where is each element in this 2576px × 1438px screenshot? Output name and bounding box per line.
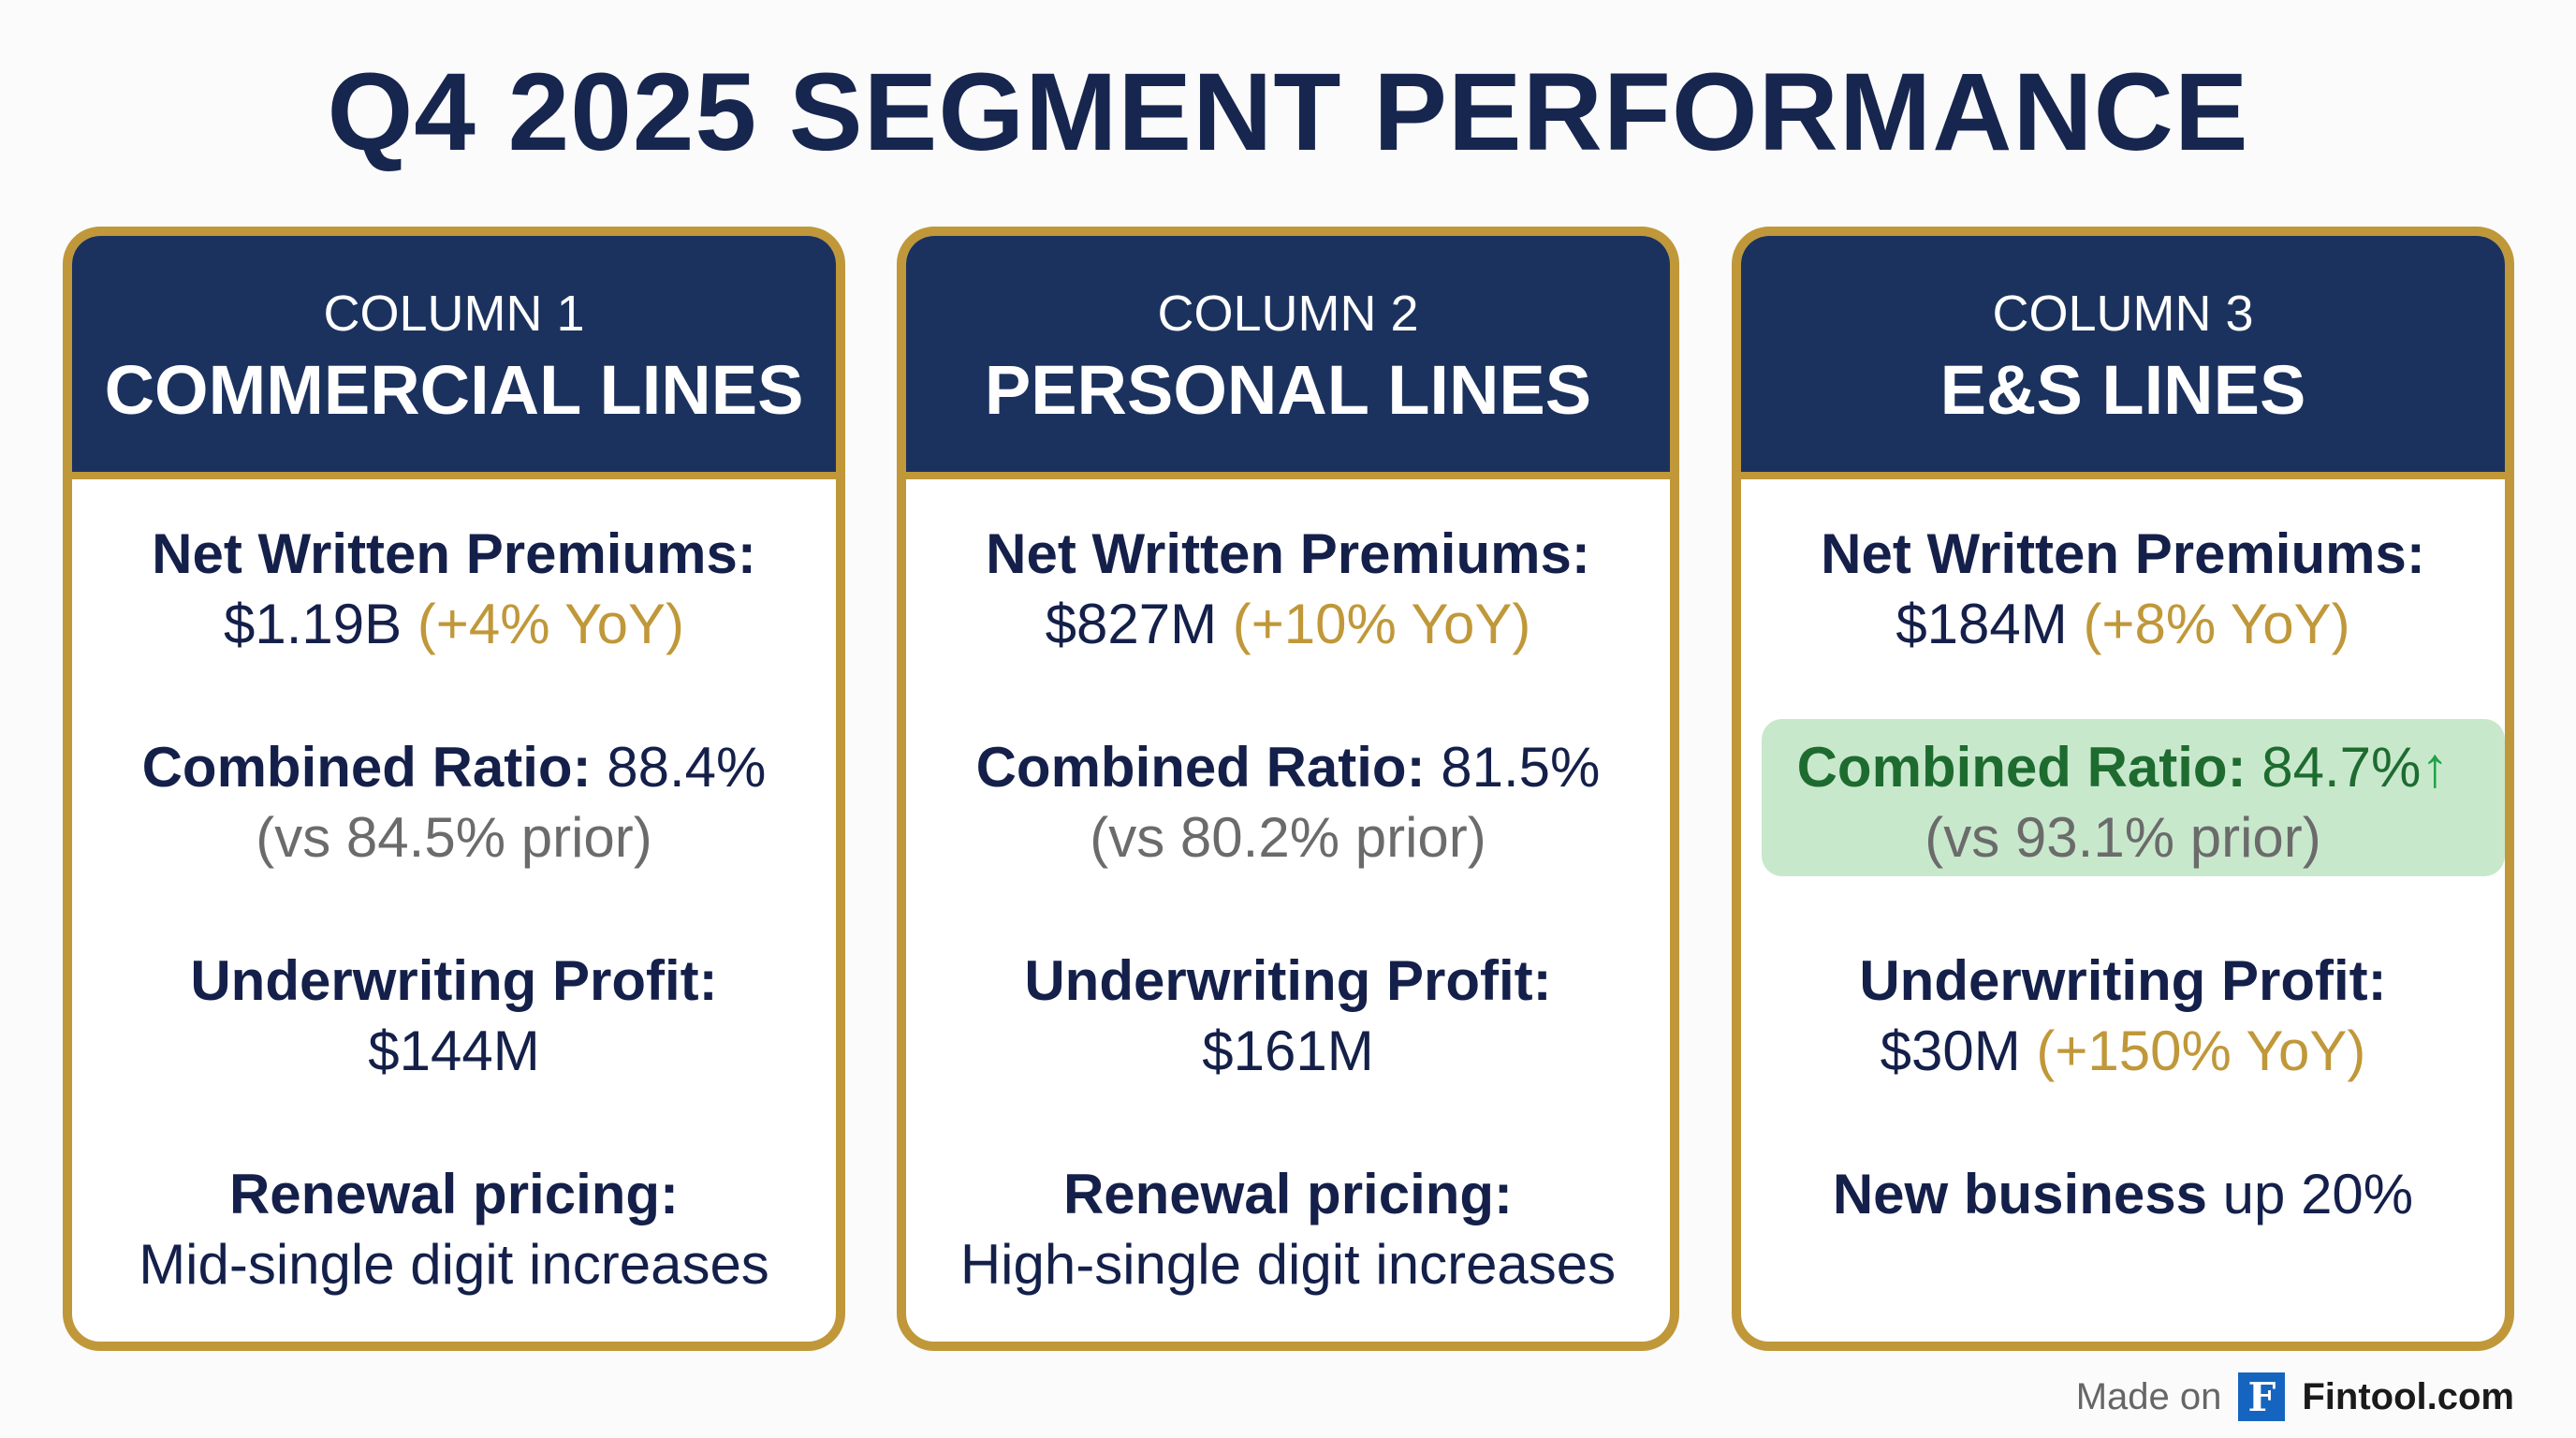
segment-card-es: COLUMN 3 E&S LINES Net Written Premiums:… — [1732, 227, 2514, 1351]
nwp-metric: Net Written Premiums: $827M (+10% YoY) — [906, 519, 1670, 659]
renewal-pricing-metric: Renewal pricing: High-single digit incre… — [906, 1159, 1670, 1299]
card-body: Net Written Premiums: $184M (+8% YoY) Co… — [1741, 479, 2505, 1299]
card-header: COLUMN 2 PERSONAL LINES — [906, 236, 1670, 479]
card-header: COLUMN 3 E&S LINES — [1741, 236, 2505, 479]
segment-name: E&S LINES — [1939, 351, 2306, 429]
metric-change: (+10% YoY) — [1232, 593, 1531, 655]
nwp-metric: Net Written Premiums: $1.19B (+4% YoY) — [72, 519, 836, 659]
column-label: COLUMN 2 — [1157, 286, 1419, 342]
metric-value: 84.7% — [2261, 736, 2422, 799]
metric-label: New business — [1832, 1163, 2207, 1225]
highlight-box — [1762, 719, 2505, 876]
renewal-pricing-metric: Renewal pricing: Mid-single digit increa… — [72, 1159, 836, 1299]
metric-label: Underwriting Profit: — [1024, 949, 1552, 1012]
underwriting-profit-metric: Underwriting Profit: $30M (+150% YoY) — [1741, 946, 2505, 1086]
metric-label: Combined Ratio: — [1796, 736, 2247, 799]
metric-prior: (vs 80.2% prior) — [1090, 806, 1486, 869]
underwriting-profit-metric: Underwriting Profit: $144M — [72, 946, 836, 1086]
metric-change: (+4% YoY) — [417, 593, 685, 655]
metric-value: $1.19B — [223, 593, 402, 655]
segment-name: COMMERCIAL LINES — [104, 351, 804, 429]
metric-label: Renewal pricing: — [228, 1163, 680, 1225]
arrow-up-icon: ↑ — [2421, 736, 2450, 799]
metric-label: Underwriting Profit: — [190, 949, 718, 1012]
metric-prior: (vs 84.5% prior) — [256, 806, 652, 869]
metric-value: 88.4% — [607, 736, 767, 799]
card-body: Net Written Premiums: $1.19B (+4% YoY) C… — [72, 479, 836, 1299]
fintool-logo-icon: F — [2238, 1372, 2286, 1421]
new-business-metric: New business up 20% — [1741, 1159, 2505, 1299]
made-on-text: Made on — [2075, 1375, 2222, 1417]
segment-card-personal: COLUMN 2 PERSONAL LINES Net Written Prem… — [897, 227, 1679, 1351]
metric-label: Combined Ratio: — [975, 736, 1426, 799]
metric-value: Mid-single digit increases — [139, 1233, 769, 1296]
metric-change: (+150% YoY) — [2036, 1020, 2366, 1082]
column-label: COLUMN 1 — [323, 286, 585, 342]
metric-label: Combined Ratio: — [141, 736, 592, 799]
metric-label: Net Written Premiums: — [152, 522, 756, 585]
metric-value: $144M — [368, 1020, 540, 1082]
segment-card-commercial: COLUMN 1 COMMERCIAL LINES Net Written Pr… — [63, 227, 845, 1351]
footer-attribution[interactable]: Made on F Fintool.com — [2076, 1372, 2514, 1421]
combined-ratio-metric: Combined Ratio: 81.5% (vs 80.2% prior) — [906, 732, 1670, 873]
nwp-metric: Net Written Premiums: $184M (+8% YoY) — [1741, 519, 2505, 659]
column-label: COLUMN 3 — [1992, 286, 2254, 342]
metric-label: Renewal pricing: — [1062, 1163, 1514, 1225]
metric-label: Net Written Premiums: — [986, 522, 1590, 585]
metric-value: High-single digit increases — [959, 1233, 1617, 1296]
metric-value: $184M — [1895, 593, 2068, 655]
metric-label: Net Written Premiums: — [1821, 522, 2425, 585]
page-title: Q4 2025 SEGMENT PERFORMANCE — [327, 51, 2249, 174]
brand-link[interactable]: Fintool.com — [2302, 1375, 2514, 1417]
metric-value: $161M — [1202, 1020, 1374, 1082]
segment-name: PERSONAL LINES — [984, 351, 1592, 429]
metric-value: $30M — [1880, 1020, 2021, 1082]
metric-value: up 20% — [2222, 1163, 2414, 1225]
metric-change: (+8% YoY) — [2083, 593, 2350, 655]
underwriting-profit-metric: Underwriting Profit: $161M — [906, 946, 1670, 1086]
card-body: Net Written Premiums: $827M (+10% YoY) C… — [906, 479, 1670, 1299]
metric-value: $827M — [1045, 593, 1218, 655]
metric-prior: (vs 93.1% prior) — [1925, 806, 2321, 869]
combined-ratio-metric-highlighted: Combined Ratio: 84.7%↑ (vs 93.1% prior) — [1741, 719, 2505, 876]
card-header: COLUMN 1 COMMERCIAL LINES — [72, 236, 836, 479]
metric-label: Underwriting Profit: — [1859, 949, 2387, 1012]
metric-value: 81.5% — [1441, 736, 1601, 799]
combined-ratio-metric: Combined Ratio: 88.4% (vs 84.5% prior) — [72, 732, 836, 873]
